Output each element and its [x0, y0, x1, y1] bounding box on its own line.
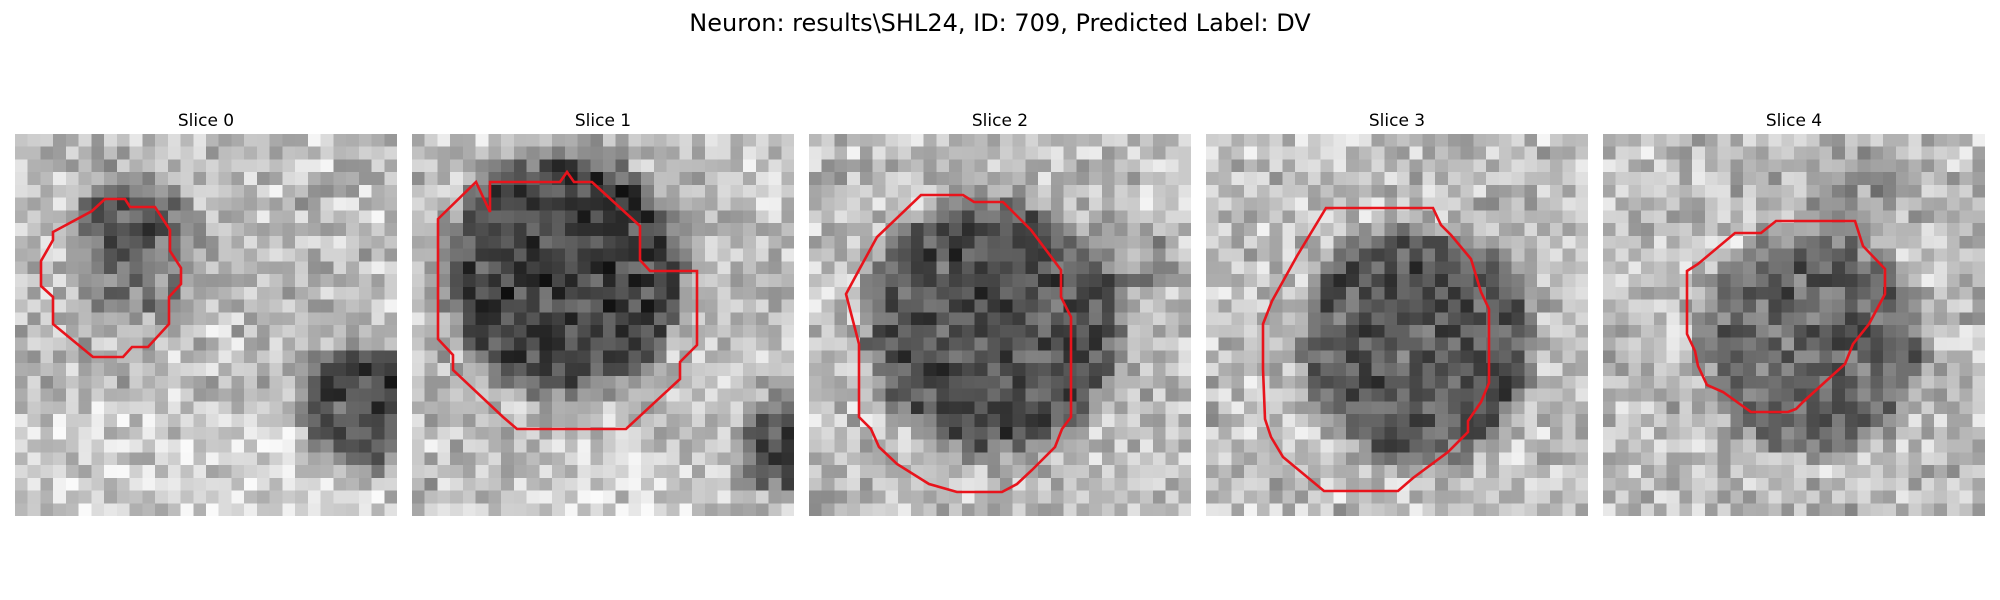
slice-panel-1: Slice 1: [412, 108, 794, 516]
slice-title-3: Slice 3: [1368, 111, 1426, 131]
neuron-contour-1: [436, 169, 699, 431]
slice-panel-3: Slice 3: [1206, 108, 1588, 516]
slice-panel-4: Slice 4: [1603, 108, 1985, 516]
slice-contour-svg-1: [436, 169, 699, 431]
slice-image-3: [1206, 134, 1588, 516]
slice-title-1: Slice 1: [574, 111, 632, 131]
slice-image-4: [1603, 134, 1985, 516]
neuron-contour-0: [39, 197, 183, 359]
slice-contour-svg-4: [1685, 219, 1887, 414]
slice-title-4: Slice 4: [1765, 111, 1823, 131]
neuron-contour-2: [844, 193, 1073, 494]
slice-panel-2: Slice 2: [809, 108, 1191, 516]
slice-image-0: [15, 134, 397, 516]
figure-title: Neuron: results\SHL24, ID: 709, Predicte…: [689, 9, 1311, 37]
slice-contour-svg-0: [39, 197, 183, 359]
slice-title-0: Slice 0: [177, 111, 235, 131]
neuron-contour-4: [1685, 219, 1887, 414]
slice-image-2: [809, 134, 1191, 516]
slice-panel-0: Slice 0: [15, 108, 397, 516]
slice-contour-svg-3: [1261, 206, 1491, 493]
neuron-contour-3: [1261, 206, 1491, 493]
slice-contour-svg-2: [844, 193, 1073, 494]
slice-title-2: Slice 2: [971, 111, 1029, 131]
slice-image-1: [412, 134, 794, 516]
